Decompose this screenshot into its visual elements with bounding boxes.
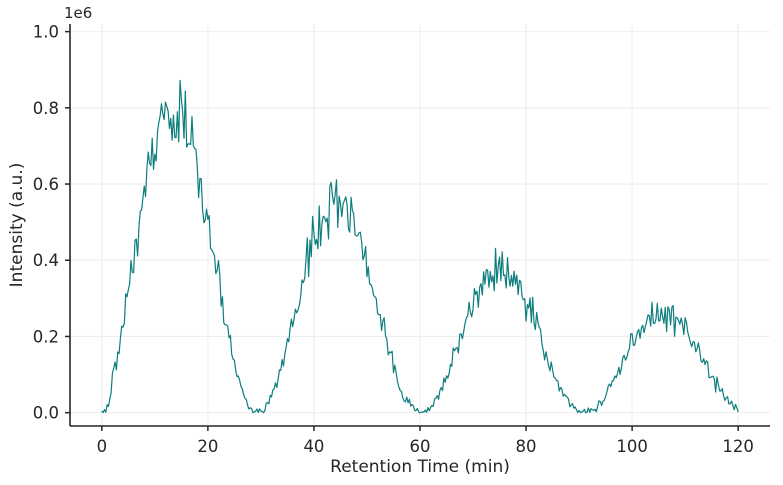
y-axis-tick-label-5: 1.0 bbox=[33, 23, 59, 42]
x-axis-tick-label-2: 40 bbox=[303, 437, 324, 456]
y-axis-tick-label-4: 0.8 bbox=[33, 99, 59, 118]
x-axis-tick-label-0: 0 bbox=[97, 437, 108, 456]
x-axis-title: Retention Time (min) bbox=[330, 457, 510, 477]
data-series-group bbox=[101, 79, 739, 414]
y-axis-tick-label-3: 0.6 bbox=[33, 175, 59, 194]
y-axis-title: Intensity (a.u.) bbox=[7, 163, 27, 288]
x-axis-tick-label-6: 120 bbox=[722, 437, 754, 456]
data-series-line-0 bbox=[101, 79, 739, 414]
axis-ticks-group bbox=[65, 30, 739, 431]
y-axis-tick-label-1: 0.2 bbox=[33, 327, 59, 346]
x-axis-tick-label-1: 20 bbox=[197, 437, 218, 456]
grid-lines-group bbox=[70, 24, 770, 426]
x-axis-tick-label-4: 80 bbox=[516, 437, 537, 456]
y-axis-tick-label-2: 0.4 bbox=[33, 251, 59, 270]
y-axis-tick-label-0: 0.0 bbox=[33, 404, 59, 423]
y-axis-offset-label: 1e6 bbox=[64, 4, 92, 22]
x-axis-tick-label-5: 100 bbox=[616, 437, 648, 456]
axis-tick-labels-group: 0.0 0.2 0.4 0.6 0.8 1.0 0 20 40 60 80 100 120 bbox=[33, 23, 754, 456]
x-axis-tick-label-3: 60 bbox=[410, 437, 431, 456]
